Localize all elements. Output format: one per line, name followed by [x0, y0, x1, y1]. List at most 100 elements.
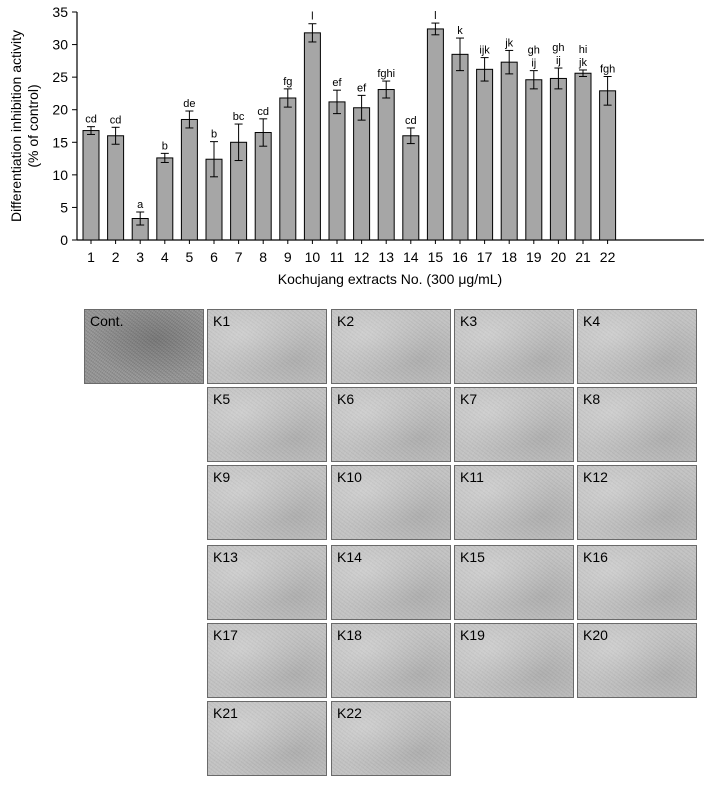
micrograph-tile: K19: [454, 623, 574, 698]
y-tick-label: 0: [60, 232, 68, 248]
micrograph-tile: K22: [331, 701, 451, 776]
micrograph-label: K19: [460, 627, 485, 643]
micrograph-label: K1: [213, 313, 231, 329]
micrograph-label: K12: [583, 469, 608, 485]
significance-label: k: [457, 25, 463, 37]
significance-label: bc: [233, 111, 245, 123]
significance-label: l: [311, 11, 313, 23]
micrograph-tile: K17: [207, 623, 327, 698]
y-axis-label-line1: Differentiation inhibition activity: [8, 30, 24, 222]
significance-label: cd: [405, 115, 417, 127]
micrograph-tile: K8: [577, 387, 697, 462]
significance-label: ij: [556, 55, 561, 67]
x-tick-label: 18: [501, 249, 517, 265]
micrograph-tile: K13: [207, 545, 327, 620]
micrograph-tile: K15: [454, 545, 574, 620]
x-tick-label: 13: [378, 249, 394, 265]
micrograph-label: K22: [337, 705, 362, 721]
micrograph-label: K10: [337, 469, 362, 485]
x-tick-label: 6: [210, 249, 218, 265]
micrograph-tile: K10: [331, 465, 451, 540]
micrograph-tile: K11: [454, 465, 574, 540]
y-tick-label: 5: [60, 199, 68, 215]
x-tick-label: 8: [259, 249, 267, 265]
x-tick-label: 4: [161, 249, 169, 265]
x-tick-label: 15: [428, 249, 444, 265]
significance-label: ijk: [479, 45, 490, 57]
significance-label: jk: [504, 37, 513, 49]
micrograph-tile: K18: [331, 623, 451, 698]
significance-label: jk: [578, 57, 587, 69]
significance-label: de: [183, 98, 195, 110]
significance-label: a: [137, 199, 144, 211]
y-tick-label: 25: [52, 69, 68, 85]
micrograph-label: K20: [583, 627, 608, 643]
x-tick-label: 19: [526, 249, 542, 265]
significance-label: fg: [283, 76, 292, 88]
micrograph-tile: K9: [207, 465, 327, 540]
significance-label: cd: [85, 114, 97, 126]
significance-label: ef: [357, 82, 367, 94]
x-tick-label: 10: [305, 249, 321, 265]
micrograph-label: K8: [583, 391, 601, 407]
micrograph-label: K18: [337, 627, 362, 643]
micrograph-label: K5: [213, 391, 231, 407]
x-axis-label: Kochujang extracts No. (300 μg/mL): [278, 271, 502, 287]
micrograph-tile: K14: [331, 545, 451, 620]
micrograph-tile: K4: [577, 309, 697, 384]
x-tick-label: 12: [354, 249, 370, 265]
significance-label: cd: [257, 106, 269, 118]
micrograph-label: K21: [213, 705, 238, 721]
micrograph-label: K9: [213, 469, 231, 485]
x-tick-label: 16: [452, 249, 468, 265]
x-tick-label: 5: [186, 249, 194, 265]
significance-label: fghi: [377, 68, 395, 80]
micrograph-label: K13: [213, 549, 238, 565]
micrograph-tile: K3: [454, 309, 574, 384]
micrograph-tile: K2: [331, 309, 451, 384]
significance-label: ij: [531, 58, 536, 70]
y-ticks: 0 5 10 15 20 25 30 35: [52, 4, 77, 248]
x-tick-label: 7: [235, 249, 243, 265]
micrograph-label: K16: [583, 549, 608, 565]
x-tick-label: 1: [87, 249, 95, 265]
x-tick-label: 21: [575, 249, 591, 265]
significance-label: ef: [332, 77, 342, 89]
significance-label: cd: [110, 114, 122, 126]
micrograph-tile: K21: [207, 701, 327, 776]
y-tick-label: 10: [52, 167, 68, 183]
micrograph-label: Cont.: [90, 313, 124, 329]
micrograph-tile: K7: [454, 387, 574, 462]
micrograph-tile: Cont.: [84, 309, 204, 384]
micrograph-label: K2: [337, 313, 355, 329]
significance-label: b: [211, 129, 217, 141]
micrograph-label: K6: [337, 391, 355, 407]
significance-label: l: [434, 10, 436, 22]
micrograph-tile: K5: [207, 387, 327, 462]
micrograph-label: K4: [583, 313, 601, 329]
micrograph-tile: K12: [577, 465, 697, 540]
micrograph-label: K3: [460, 313, 478, 329]
y-tick-label: 15: [52, 134, 68, 150]
x-tick-label: 9: [284, 249, 292, 265]
micrograph-label: K11: [460, 469, 484, 485]
x-tick-label: 3: [136, 249, 144, 265]
micrograph-tile: K16: [577, 545, 697, 620]
x-tick-label: 14: [403, 249, 419, 265]
y-axis-label-line2: (% of control): [25, 84, 41, 167]
significance-label: fgh: [600, 63, 615, 75]
bars: cd 1 cd 2 a 3 b 4 de 5 b 6 bc 7 cd 8 fg 9 l 10 ef 11 ef 12 fghi 1…: [82, 10, 617, 265]
significance-label: b: [162, 140, 168, 152]
significance-label: gh: [528, 45, 540, 57]
x-tick-label: 20: [551, 249, 567, 265]
x-tick-label: 17: [477, 249, 493, 265]
x-tick-label: 22: [600, 249, 616, 265]
micrograph-tile: K20: [577, 623, 697, 698]
micrograph-label: K14: [337, 549, 362, 565]
y-tick-label: 30: [52, 37, 68, 53]
x-tick-label: 2: [112, 249, 120, 265]
significance-label: hi: [579, 44, 588, 56]
micrograph-tile: K6: [331, 387, 451, 462]
micrograph-label: K15: [460, 549, 485, 565]
